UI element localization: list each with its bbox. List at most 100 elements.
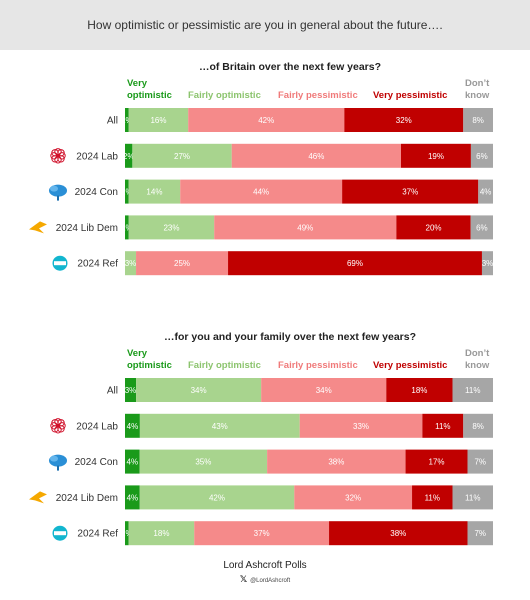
data-label: 11% <box>425 493 440 502</box>
labour-rose-icon <box>50 148 66 164</box>
data-label: 69% <box>347 259 363 268</box>
legend-very_pessimistic: Very pessimistic <box>373 90 447 101</box>
bar-segment <box>188 108 345 132</box>
bar-segment <box>194 521 330 546</box>
row-label: 2024 Ref <box>77 259 118 270</box>
data-label: 37% <box>254 529 270 538</box>
legend-dont_know-line2: know <box>465 360 490 371</box>
bar-segment <box>125 108 129 132</box>
data-label: 32% <box>396 116 412 125</box>
data-label: 27% <box>174 152 190 161</box>
data-label: 33% <box>353 422 369 431</box>
bar-segment <box>128 108 189 132</box>
bar-segment <box>481 251 493 276</box>
data-label: 20% <box>426 223 442 232</box>
bar-segment <box>125 215 129 240</box>
data-label: 1% <box>121 223 133 232</box>
data-label: 42% <box>258 116 274 125</box>
bar-segment <box>396 215 471 240</box>
bar-segment <box>139 413 300 438</box>
legend-very_pessimistic: Very pessimistic <box>373 360 447 371</box>
lib-dem-bird-icon <box>29 491 47 504</box>
legend-dont_know-line2: know <box>465 90 490 101</box>
data-label: 6% <box>476 152 488 161</box>
conservative-tree-icon <box>49 184 67 201</box>
bar-segment <box>228 251 482 276</box>
tree-highlight <box>50 455 58 462</box>
data-label: 18% <box>411 386 427 395</box>
bar-segment <box>128 215 215 240</box>
row-label: 2024 Con <box>75 187 118 198</box>
data-label: 4% <box>127 458 139 467</box>
row-label: All <box>107 116 118 127</box>
data-label: 34% <box>191 386 207 395</box>
data-label: 1% <box>121 529 133 538</box>
row-label: 2024 Con <box>75 457 118 468</box>
bar-segment <box>231 143 401 168</box>
bar-segment <box>139 485 295 510</box>
labour-rose-icon <box>50 418 66 434</box>
reform-band <box>54 531 66 536</box>
lib-dem-bird-icon <box>29 221 47 234</box>
data-label: 3% <box>125 386 137 395</box>
data-label: 42% <box>209 493 225 502</box>
legend-very_optimistic-line1: Very <box>127 348 148 359</box>
bar-segment <box>405 449 468 474</box>
rose-petal <box>51 149 59 157</box>
footer-brand: Lord Ashcroft Polls <box>223 560 307 571</box>
bar-segment <box>125 521 129 546</box>
rose-petal <box>57 425 65 433</box>
bar-segment <box>299 413 423 438</box>
bar-segment <box>128 521 195 546</box>
data-label: 34% <box>316 386 332 395</box>
bar-segment <box>294 485 413 510</box>
data-label: 38% <box>328 458 344 467</box>
data-label: 4% <box>127 422 139 431</box>
data-label: 19% <box>428 152 444 161</box>
row-label: 2024 Ref <box>77 529 118 540</box>
footer-handle-text: @LordAshcroft <box>250 578 291 584</box>
legend-dont_know-line1: Don’t <box>465 348 490 359</box>
legend-fairly_pessimistic: Fairly pessimistic <box>278 360 358 371</box>
legend-fairly_optimistic: Fairly optimistic <box>188 360 261 371</box>
data-label: 43% <box>212 422 228 431</box>
bar-segment <box>452 378 493 402</box>
data-label: 32% <box>345 493 361 502</box>
bird-shape <box>29 221 47 234</box>
bar-segment <box>125 143 133 168</box>
data-label: 7% <box>474 529 486 538</box>
stacked-bar-charts: …of Britain over the next few years? Very… <box>29 61 494 546</box>
data-label: 3% <box>482 259 494 268</box>
data-label: 7% <box>474 458 486 467</box>
question-banner: How optimistic or pessimistic are you in… <box>0 0 530 50</box>
data-label: 38% <box>390 529 406 538</box>
data-label: 46% <box>308 152 324 161</box>
bar-segment <box>412 485 453 510</box>
legend-very_optimistic-line2: optimistic <box>127 360 172 371</box>
row-label: 2024 Lib Dem <box>56 493 118 504</box>
bar-segment <box>422 413 464 438</box>
data-label: 1% <box>121 116 133 125</box>
bar-segment <box>386 378 453 402</box>
bar-segment <box>344 108 464 132</box>
legend-dont_know-line1: Don’t <box>465 78 490 89</box>
bar-segment <box>125 449 140 474</box>
footer-handle: 𝕏 @LordAshcroft <box>0 574 530 585</box>
row-label: 2024 Lab <box>76 151 118 162</box>
bar-segment <box>267 449 406 474</box>
legend-very_optimistic-line1: Very <box>127 78 148 89</box>
bar-segment <box>125 485 140 510</box>
bar-segment <box>139 449 268 474</box>
data-label: 11% <box>465 386 480 395</box>
data-label: 4% <box>127 493 139 502</box>
data-label: 18% <box>153 529 169 538</box>
legend-fairly_pessimistic: Fairly pessimistic <box>278 90 358 101</box>
bar-segment <box>132 143 232 168</box>
question-text: How optimistic or pessimistic are you in… <box>87 18 443 32</box>
conservative-tree-icon <box>49 454 67 471</box>
bar-segment <box>125 179 129 204</box>
data-label: 49% <box>297 223 313 232</box>
reform-logo-icon <box>52 525 68 541</box>
row-label: All <box>107 386 118 397</box>
